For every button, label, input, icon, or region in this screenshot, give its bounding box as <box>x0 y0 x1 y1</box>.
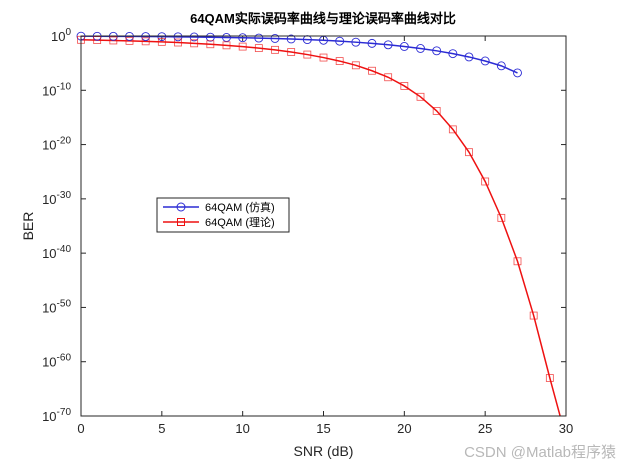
data-point-square <box>303 50 312 59</box>
legend-marker-circle <box>176 202 186 212</box>
data-point-circle <box>238 33 248 43</box>
data-point-circle <box>270 33 280 43</box>
y-tick-label: 10-20 <box>42 136 71 153</box>
data-point-square <box>432 107 441 115</box>
data-point-square <box>465 148 473 157</box>
data-point-square <box>271 45 279 54</box>
plot-frame <box>80 35 567 417</box>
data-point-square <box>157 37 166 46</box>
data-point-circle <box>513 68 522 78</box>
x-tick-label: 0 <box>77 421 84 436</box>
data-point-circle <box>448 49 458 59</box>
data-point-square <box>368 66 376 75</box>
data-point-square <box>319 53 328 62</box>
data-point-circle <box>432 46 442 56</box>
series-line-2 <box>81 39 561 416</box>
chart-title: 64QAM实际误码率曲线与理论误码率曲线对比 <box>190 11 456 26</box>
legend-marker-square <box>177 218 185 226</box>
x-tick-label: 20 <box>397 421 411 436</box>
y-tick-label: 100 <box>51 27 71 44</box>
data-point-circle <box>205 32 215 42</box>
x-tick-label: 15 <box>316 421 330 436</box>
data-point-circle <box>383 40 393 50</box>
data-point-circle <box>189 32 199 42</box>
axis-ticks <box>80 35 567 417</box>
data-point-square <box>400 82 409 90</box>
data-point-square <box>497 213 506 222</box>
x-tick-label: 25 <box>478 421 492 436</box>
data-point-circle <box>286 34 296 44</box>
y-axis-label: BER <box>20 212 36 241</box>
data-point-circle <box>399 42 409 51</box>
y-tick-label: 10-40 <box>42 244 71 261</box>
y-tick-label: 10-30 <box>42 190 71 207</box>
data-point-square <box>335 57 344 65</box>
x-tick-label: 10 <box>235 421 249 436</box>
data-point-square <box>238 42 247 51</box>
y-tick-label: 10-60 <box>42 353 71 370</box>
y-tick-label: 10-10 <box>42 81 71 98</box>
data-point-square <box>206 40 215 49</box>
data-point-circle <box>367 38 377 48</box>
data-point-circle <box>480 56 490 66</box>
x-tick-label: 30 <box>559 421 573 436</box>
data-point-square <box>416 92 425 101</box>
tick-labels: 0 5 10 15 20 25 30 100 10-10 10-20 10-30 10-40 10-50… <box>42 27 573 436</box>
data-point-circle <box>496 61 506 71</box>
data-point-square <box>351 61 360 70</box>
data-point-square <box>190 39 199 48</box>
data-point-circle <box>464 52 474 62</box>
series-markers <box>76 31 554 382</box>
y-tick-label: 10-50 <box>42 298 71 315</box>
data-point-square <box>141 37 150 46</box>
data-point-square <box>254 44 263 53</box>
watermark: CSDN @Matlab程序猿 <box>464 444 616 461</box>
data-point-circle <box>335 36 345 46</box>
data-point-circle <box>157 32 167 42</box>
legend-label: 64QAM (仿真) <box>205 200 275 214</box>
legend-label: 64QAM (理论) <box>205 215 275 229</box>
series-lines <box>81 36 561 416</box>
data-point-circle <box>173 32 183 42</box>
data-point-square <box>174 38 182 47</box>
data-point-circle <box>141 32 151 41</box>
data-point-square <box>448 125 457 134</box>
x-axis-label: SNR (dB) <box>294 443 354 459</box>
y-tick-label: 10-70 <box>42 407 71 424</box>
data-point-square <box>287 48 296 56</box>
data-point-square <box>93 36 102 44</box>
data-point-square <box>125 36 134 45</box>
series-line-1 <box>81 36 518 74</box>
data-point-square <box>481 177 490 186</box>
data-point-square <box>545 374 554 382</box>
data-point-square <box>529 311 538 320</box>
data-point-square <box>513 257 522 266</box>
data-point-circle <box>254 33 264 43</box>
data-point-square <box>109 36 118 45</box>
x-tick-label: 5 <box>158 421 165 436</box>
data-point-circle <box>351 37 361 47</box>
data-point-square <box>222 41 231 50</box>
legend: 64QAM (仿真)64QAM (理论) <box>156 197 290 233</box>
data-point-square <box>384 73 393 82</box>
data-point-circle <box>416 44 425 53</box>
